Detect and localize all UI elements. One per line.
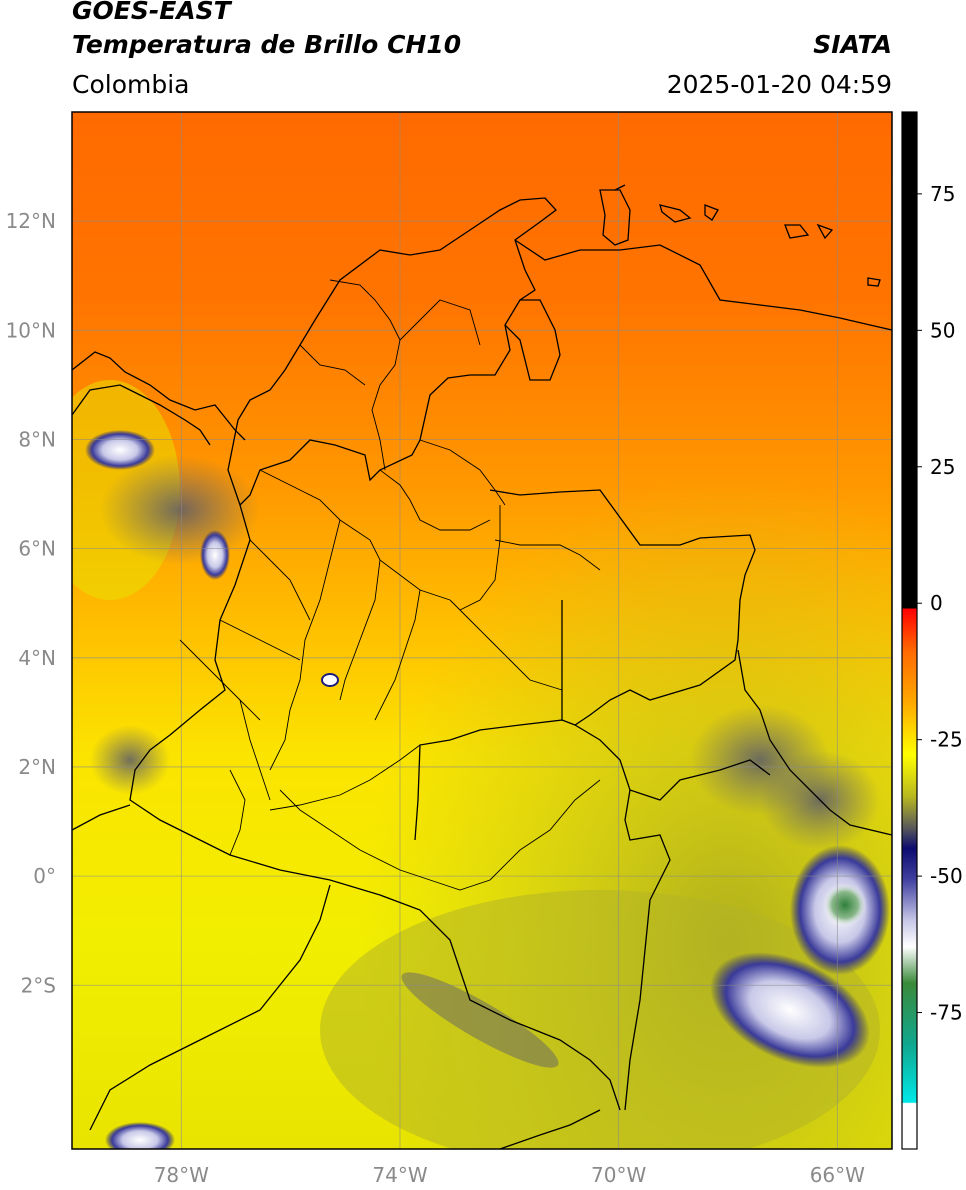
colorbar-tick-label: -50 [930, 864, 963, 888]
lat-tick-label: 6°N [18, 537, 56, 561]
colorbar [902, 112, 917, 1149]
colorbar-tick-label: 25 [930, 455, 955, 479]
colorbar-tick-label: 0 [930, 591, 943, 615]
map-frame [71, 111, 893, 1150]
lat-tick-label: 0° [33, 864, 56, 888]
lat-tick-label: 4°N [18, 646, 56, 670]
satellite-title: GOES-EAST [72, 0, 231, 25]
lat-tick-label: 12°N [6, 209, 56, 233]
department-borders [179, 279, 601, 891]
lat-tick-label: 2°S [21, 973, 56, 997]
longitude-axis: 78°W 74°W 70°W 66°W [154, 1163, 865, 1187]
colorbar-tick-label: 75 [930, 182, 955, 206]
colorbar-tick-label: 50 [930, 318, 955, 342]
brand-label: SIATA [813, 30, 892, 59]
region-label: Colombia [72, 70, 190, 99]
country-borders [72, 184, 892, 1149]
timestamp-label: 2025-01-20 04:59 [666, 70, 892, 99]
latitude-axis: 12°N 10°N 8°N 6°N 4°N 2°N 0° 2°S [6, 209, 56, 997]
colorbar-frame [901, 111, 918, 1150]
lat-tick-label: 8°N [18, 427, 56, 451]
satellite-image [72, 112, 892, 1149]
product-title: Temperatura de Brillo CH10 [72, 30, 462, 59]
colorbar-tick-label: -75 [930, 1001, 963, 1025]
colorbar-axis: 75 50 25 0 -25 -50 -75 [917, 182, 963, 1025]
graticule [72, 112, 892, 1149]
colorbar-tick-label: -25 [930, 728, 963, 752]
lon-tick-label: 78°W [154, 1163, 209, 1187]
lon-tick-label: 70°W [591, 1163, 646, 1187]
lon-tick-label: 66°W [810, 1163, 865, 1187]
lat-tick-label: 2°N [18, 755, 56, 779]
lat-tick-label: 10°N [6, 318, 56, 342]
lon-tick-label: 74°W [372, 1163, 427, 1187]
